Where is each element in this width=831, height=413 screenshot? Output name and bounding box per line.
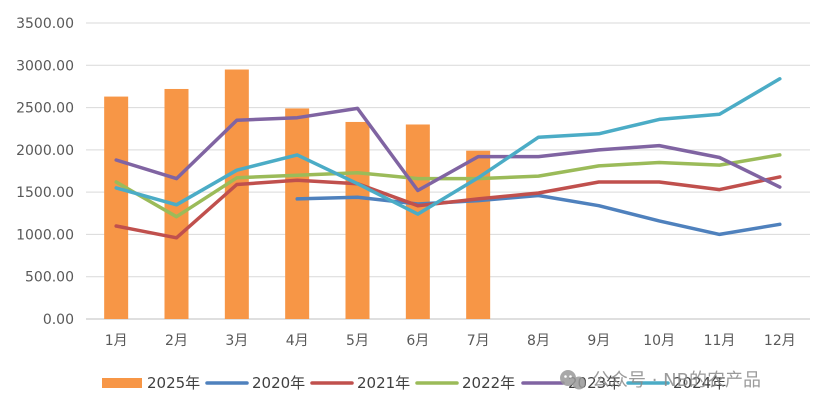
y-tick-label: 500.00	[25, 270, 74, 286]
legend-label: 2021年	[357, 374, 410, 392]
x-tick-label: 9月	[587, 333, 610, 349]
legend-label: 2022年	[462, 374, 515, 392]
series-line	[114, 77, 782, 216]
x-axis-ticks: 1月 2月 3月 4月 5月 6月 7月 8月 9月 10月 11月 12月	[105, 333, 796, 349]
x-tick-label: 3月	[225, 333, 248, 349]
gridlines	[86, 22, 810, 320]
bar	[345, 121, 370, 319]
legend-label: 2020年	[252, 374, 305, 392]
bar	[224, 69, 249, 319]
x-tick-label: 11月	[704, 333, 736, 349]
x-tick-label: 5月	[346, 333, 369, 349]
x-tick-label: 4月	[286, 333, 309, 349]
y-tick-label: 2500.00	[16, 101, 74, 117]
x-tick-label: 2月	[165, 333, 188, 349]
wechat-icon	[560, 370, 586, 390]
series-line	[114, 106, 782, 193]
legend-label: 2025年	[147, 374, 200, 392]
legend: 2025年 2020年 2021年 2022年 2023年 2024年	[102, 374, 726, 392]
line-series	[114, 77, 782, 240]
bar	[405, 124, 430, 319]
x-tick-label: 7月	[467, 333, 490, 349]
x-tick-label: 12月	[764, 333, 796, 349]
y-axis-ticks: 0.00 500.00 1000.00 1500.00 2000.00 2500.00 30…	[16, 16, 74, 328]
y-tick-label: 1500.00	[16, 185, 74, 201]
watermark: 公众号 · NB的农产品	[560, 370, 761, 391]
y-tick-label: 1000.00	[16, 227, 74, 243]
y-tick-label: 0.00	[43, 312, 74, 328]
watermark-text: 公众号 · NB的农产品	[592, 370, 761, 391]
bar-series	[104, 69, 491, 319]
x-tick-label: 1月	[105, 333, 128, 349]
series-line	[295, 193, 782, 237]
legend-swatch	[102, 378, 142, 388]
bar	[285, 108, 310, 319]
x-tick-label: 8月	[527, 333, 550, 349]
series-line	[114, 153, 782, 219]
x-tick-label: 10月	[643, 333, 675, 349]
y-tick-label: 3000.00	[16, 58, 74, 74]
x-tick-label: 6月	[406, 333, 429, 349]
y-tick-label: 2000.00	[16, 143, 74, 159]
legend-label: 2024年	[673, 374, 726, 392]
y-tick-label: 3500.00	[16, 16, 74, 32]
bar	[104, 96, 129, 319]
series-line	[114, 175, 782, 240]
